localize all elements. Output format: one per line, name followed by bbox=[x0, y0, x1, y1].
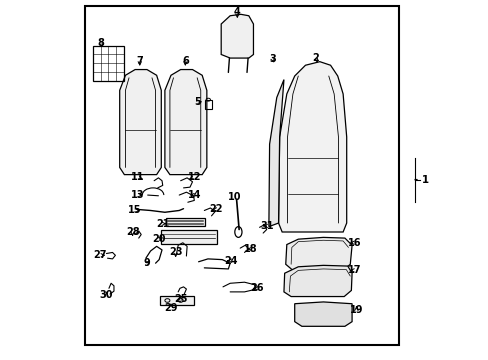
Text: 17: 17 bbox=[347, 265, 361, 275]
Text: 6: 6 bbox=[182, 56, 188, 66]
Bar bbox=[93, 45, 123, 81]
Polygon shape bbox=[285, 237, 351, 270]
Text: 15: 15 bbox=[128, 206, 142, 216]
Text: 21: 21 bbox=[156, 219, 169, 229]
Text: 4: 4 bbox=[233, 7, 240, 17]
Text: 25: 25 bbox=[174, 294, 187, 304]
Text: 3: 3 bbox=[268, 54, 275, 64]
Text: 2: 2 bbox=[311, 53, 318, 63]
Text: 13: 13 bbox=[131, 190, 144, 200]
Text: 7: 7 bbox=[136, 56, 143, 66]
Polygon shape bbox=[284, 265, 351, 297]
Text: 8: 8 bbox=[97, 38, 103, 48]
Bar bbox=[204, 100, 211, 109]
Polygon shape bbox=[221, 14, 253, 58]
Text: 19: 19 bbox=[349, 305, 363, 315]
Text: 31: 31 bbox=[260, 221, 273, 231]
Bar bbox=[160, 296, 194, 305]
Text: 22: 22 bbox=[209, 204, 222, 215]
Polygon shape bbox=[120, 69, 161, 175]
Text: 24: 24 bbox=[224, 256, 237, 266]
Text: - 1: - 1 bbox=[413, 175, 428, 185]
Text: 29: 29 bbox=[164, 303, 177, 314]
Bar bbox=[85, 6, 398, 345]
Polygon shape bbox=[294, 302, 351, 326]
Polygon shape bbox=[164, 69, 206, 175]
Text: 10: 10 bbox=[227, 192, 241, 202]
Bar bbox=[165, 218, 204, 226]
Text: 30: 30 bbox=[100, 291, 113, 301]
Text: 26: 26 bbox=[250, 283, 263, 293]
Text: 23: 23 bbox=[168, 247, 182, 257]
Polygon shape bbox=[278, 62, 346, 232]
Text: 18: 18 bbox=[244, 244, 257, 254]
Text: 9: 9 bbox=[143, 258, 150, 268]
Text: 27: 27 bbox=[93, 250, 107, 260]
Text: 5: 5 bbox=[193, 97, 200, 107]
Text: 28: 28 bbox=[125, 227, 139, 237]
Text: 12: 12 bbox=[187, 172, 201, 182]
Text: 11: 11 bbox=[131, 172, 144, 182]
Text: 20: 20 bbox=[152, 234, 165, 244]
Polygon shape bbox=[268, 80, 284, 226]
Text: 14: 14 bbox=[188, 190, 202, 200]
Text: 16: 16 bbox=[347, 238, 361, 248]
Bar bbox=[161, 230, 217, 244]
